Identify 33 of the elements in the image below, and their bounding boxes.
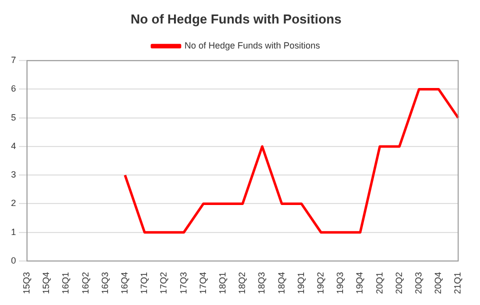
x-tick-label: 17Q4	[198, 272, 208, 294]
x-tick-label: 19Q4	[354, 272, 365, 294]
y-tick-label: 7	[10, 55, 16, 66]
x-tick-label: 16Q2	[80, 272, 90, 294]
x-tick-label: 16Q4	[119, 272, 130, 294]
x-tick-label: 20Q1	[374, 272, 384, 294]
y-tick-label: 1	[10, 226, 16, 237]
x-tick-label: 21Q1	[452, 272, 463, 294]
x-tick-label: 20Q3	[413, 272, 424, 294]
x-tick-label: 17Q3	[178, 272, 188, 294]
x-tick-label: 18Q3	[256, 272, 267, 294]
x-tick-label: 19Q1	[296, 272, 306, 294]
x-tick-label: 16Q1	[60, 272, 71, 294]
x-tick-label: 20Q2	[394, 272, 404, 294]
x-tick-label: 17Q1	[139, 272, 150, 294]
y-tick-label: 2	[10, 198, 16, 208]
chart-title: No of Hedge Funds with Positions	[130, 11, 342, 26]
x-tick-label: 15Q3	[21, 272, 32, 294]
x-tick-label: 18Q4	[276, 272, 286, 294]
legend-label: No of Hedge Funds with Positions	[184, 40, 321, 51]
x-tick-label: 18Q2	[237, 272, 248, 294]
y-tick-label: 6	[10, 84, 16, 94]
x-tick-label: 19Q3	[335, 272, 346, 294]
x-tick-label: 20Q4	[433, 272, 444, 294]
x-tick-label: 19Q2	[315, 272, 326, 294]
x-tick-label: 18Q1	[217, 272, 228, 294]
x-tick-label: 17Q2	[158, 272, 169, 294]
y-tick-label: 4	[10, 140, 16, 151]
y-tick-label: 0	[10, 255, 16, 266]
y-tick-label: 3	[10, 170, 16, 180]
x-tick-label: 15Q4	[41, 272, 52, 294]
y-tick-label: 5	[10, 112, 16, 122]
x-tick-label: 16Q3	[100, 272, 110, 294]
